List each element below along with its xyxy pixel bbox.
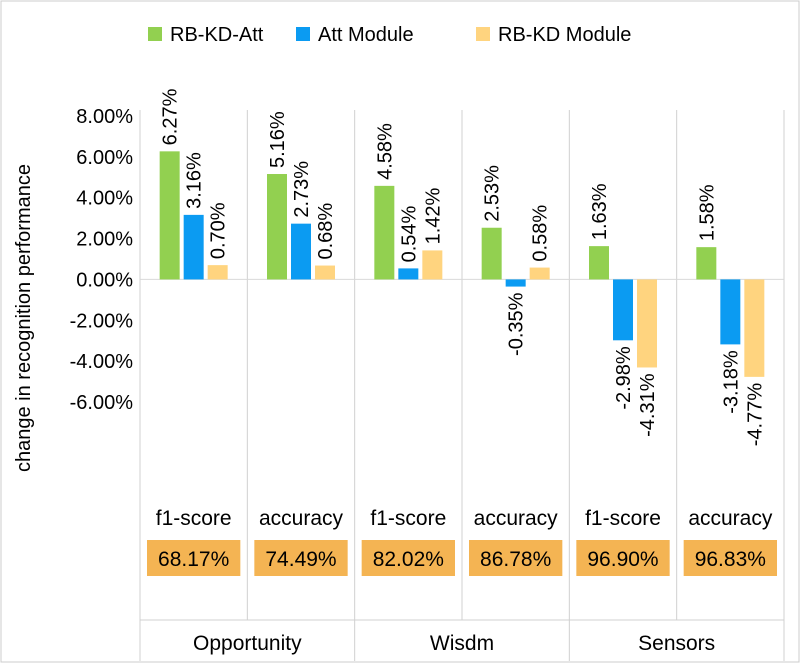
- baseline-value: 74.49%: [265, 548, 336, 571]
- category-label: accuracy: [474, 507, 559, 530]
- bar-value-label: 1.58%: [696, 184, 718, 241]
- bar-value-label: 1.63%: [589, 183, 611, 240]
- bar-att-module: [183, 214, 204, 280]
- category-label: f1-score: [370, 507, 446, 530]
- bar-att-module: [720, 279, 741, 345]
- bar-value-label: 4.58%: [374, 123, 396, 180]
- baseline-value: 96.83%: [695, 548, 766, 571]
- baseline-box: [254, 540, 348, 576]
- legend-swatch: [476, 27, 490, 41]
- bar-rb-kd-module: [315, 265, 335, 280]
- bar-value-label: 6.27%: [160, 88, 182, 145]
- baseline-box: [576, 540, 670, 576]
- bar-value-label: -0.35%: [506, 292, 528, 356]
- bar-value-label: 0.68%: [315, 203, 337, 260]
- bar-value-label: 0.70%: [208, 202, 230, 259]
- bar-value-label: 1.42%: [422, 187, 444, 244]
- y-tick-label: 8.00%: [76, 106, 133, 128]
- baseline-box: [683, 540, 777, 576]
- legend-label: RB-KD-Att: [170, 24, 264, 46]
- y-tick-label: -2.00%: [70, 310, 134, 332]
- legend-swatch: [148, 27, 162, 41]
- category-label: accuracy: [259, 507, 344, 530]
- bar-att-module: [505, 279, 526, 287]
- y-tick-label: -4.00%: [70, 351, 134, 373]
- bar-value-label: 2.73%: [291, 161, 313, 218]
- bar-rb-kd-module: [744, 279, 765, 377]
- bar-rb-kd-att: [589, 246, 609, 280]
- bar-value-label: -3.18%: [720, 350, 742, 414]
- baseline-value: 86.78%: [480, 548, 551, 571]
- baseline-value: 82.02%: [373, 548, 444, 571]
- group-label: Opportunity: [193, 632, 302, 655]
- bar-rb-kd-module: [637, 279, 657, 368]
- bar-att-module: [398, 268, 419, 280]
- baseline-value: 68.17%: [158, 548, 229, 571]
- bar-value-label: 5.16%: [267, 111, 289, 168]
- bar-rb-kd-module: [422, 250, 443, 280]
- bar-rb-kd-att: [481, 227, 502, 280]
- bar-value-label: -4.77%: [744, 383, 766, 447]
- y-tick-label: 2.00%: [76, 229, 133, 251]
- bar-rb-kd-att: [374, 185, 395, 280]
- baseline-box: [361, 540, 455, 576]
- bar-rb-kd-module: [207, 265, 228, 280]
- legend-label: RB-KD Module: [498, 24, 631, 46]
- bar-value-label: 3.16%: [184, 152, 206, 209]
- bar-rb-kd-att: [267, 174, 287, 280]
- bar-rb-kd-module: [529, 267, 550, 280]
- bar-value-label: 0.54%: [398, 205, 420, 262]
- bar-value-label: 0.58%: [530, 205, 552, 262]
- bar-att-module: [613, 279, 633, 341]
- y-tick-label: 6.00%: [76, 147, 133, 169]
- baseline-box: [147, 540, 241, 576]
- legend-swatch: [296, 27, 310, 41]
- baseline-box: [469, 540, 563, 576]
- baseline-value: 96.90%: [587, 548, 658, 571]
- y-axis-label: change in recognition performance: [13, 164, 35, 472]
- legend-label: Att Module: [318, 24, 414, 46]
- y-tick-label: 0.00%: [76, 269, 133, 291]
- category-label: accuracy: [688, 507, 773, 530]
- bar-value-label: -4.31%: [637, 373, 659, 437]
- group-label: Wisdm: [430, 632, 494, 655]
- y-tick-label: 4.00%: [76, 188, 133, 210]
- bar-att-module: [291, 223, 311, 280]
- bar-rb-kd-att: [696, 247, 717, 280]
- bar-value-label: -2.98%: [613, 346, 635, 410]
- y-tick-label: -6.00%: [70, 392, 134, 414]
- category-label: f1-score: [585, 507, 661, 530]
- group-label: Sensors: [638, 632, 715, 655]
- category-label: f1-score: [156, 507, 232, 530]
- bar-rb-kd-att: [159, 151, 180, 280]
- bar-value-label: 2.53%: [482, 165, 504, 222]
